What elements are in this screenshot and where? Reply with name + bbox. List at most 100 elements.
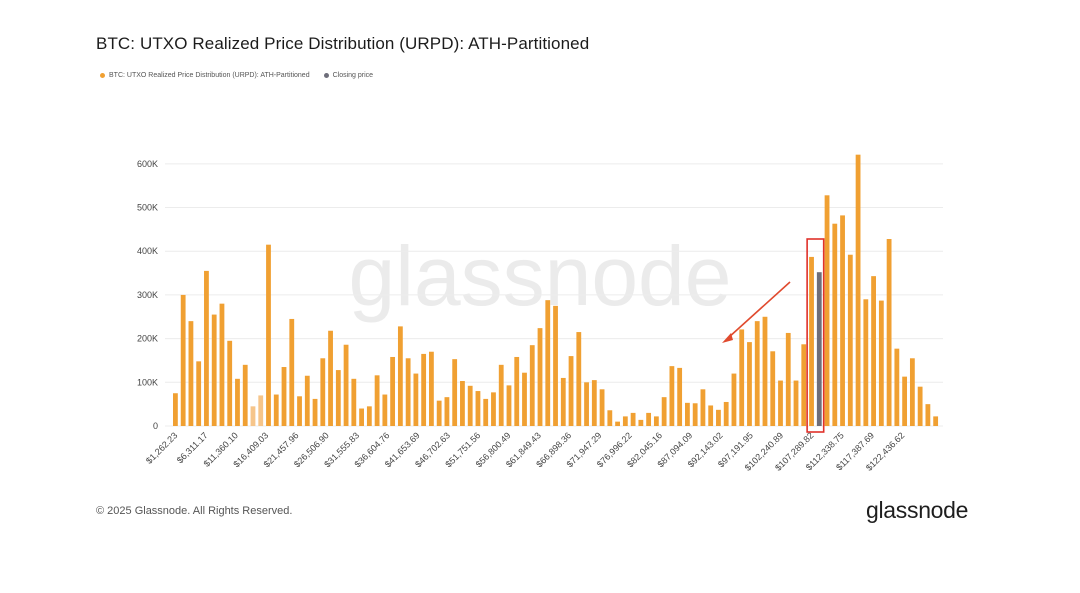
urpd-bar[interactable]: [382, 394, 388, 426]
urpd-bar[interactable]: [832, 223, 838, 426]
urpd-bar[interactable]: [545, 300, 551, 426]
urpd-bar[interactable]: [747, 342, 752, 426]
urpd-bar[interactable]: [653, 416, 659, 426]
urpd-bar[interactable]: [599, 389, 605, 426]
urpd-bar[interactable]: [902, 376, 908, 426]
urpd-bar[interactable]: [568, 356, 574, 426]
urpd-bar[interactable]: [289, 318, 295, 426]
urpd-bar[interactable]: [281, 367, 287, 426]
urpd-bar[interactable]: [840, 215, 845, 426]
urpd-bar[interactable]: [739, 329, 745, 426]
urpd-bar[interactable]: [188, 321, 194, 426]
urpd-bar[interactable]: [801, 344, 807, 426]
urpd-bar[interactable]: [506, 385, 512, 426]
urpd-bar[interactable]: [475, 391, 481, 426]
urpd-bar[interactable]: [211, 314, 217, 426]
urpd-bar[interactable]: [700, 389, 706, 426]
urpd-bar[interactable]: [436, 400, 442, 426]
urpd-bar[interactable]: [297, 396, 302, 426]
urpd-bar[interactable]: [770, 351, 776, 426]
urpd-bar[interactable]: [537, 328, 543, 426]
urpd-bar[interactable]: [204, 270, 209, 426]
urpd-bar[interactable]: [878, 300, 884, 426]
urpd-bar[interactable]: [638, 419, 644, 426]
urpd-bar[interactable]: [491, 392, 496, 426]
urpd-bar[interactable]: [917, 386, 923, 426]
legend-item-closing-price[interactable]: Closing price: [323, 72, 373, 79]
urpd-bar[interactable]: [630, 412, 636, 426]
urpd-bar[interactable]: [196, 361, 202, 426]
urpd-bar[interactable]: [731, 373, 737, 426]
urpd-bar[interactable]: [708, 405, 714, 426]
urpd-bar[interactable]: [576, 332, 582, 426]
urpd-bar[interactable]: [444, 397, 450, 426]
urpd-bar[interactable]: [909, 358, 915, 426]
urpd-bar[interactable]: [460, 381, 465, 426]
urpd-bar[interactable]: [778, 380, 783, 426]
urpd-bar[interactable]: [514, 356, 520, 426]
urpd-bar[interactable]: [273, 394, 279, 426]
urpd-bar[interactable]: [320, 358, 326, 426]
urpd-bar[interactable]: [405, 358, 411, 426]
urpd-bar[interactable]: [553, 305, 558, 426]
urpd-bar[interactable]: [366, 406, 372, 426]
urpd-bar[interactable]: [785, 332, 791, 426]
urpd-bar[interactable]: [685, 402, 690, 426]
urpd-bar[interactable]: [661, 397, 667, 426]
urpd-bar[interactable]: [560, 377, 566, 426]
urpd-bar[interactable]: [421, 353, 427, 426]
urpd-bar[interactable]: [258, 395, 264, 426]
urpd-bar[interactable]: [622, 416, 628, 426]
urpd-bar[interactable]: [894, 348, 900, 426]
urpd-bar[interactable]: [754, 321, 760, 426]
urpd-bar[interactable]: [669, 366, 675, 426]
urpd-bar[interactable]: [397, 326, 403, 426]
urpd-bar[interactable]: [242, 364, 248, 426]
urpd-bar[interactable]: [335, 370, 341, 426]
urpd-bar[interactable]: [452, 359, 458, 426]
urpd-bar[interactable]: [933, 416, 939, 426]
urpd-bar[interactable]: [374, 375, 380, 426]
urpd-bar[interactable]: [328, 330, 333, 426]
urpd-bar[interactable]: [809, 256, 814, 426]
urpd-bar[interactable]: [615, 421, 620, 426]
urpd-bar[interactable]: [343, 344, 349, 426]
urpd-bar[interactable]: [886, 239, 892, 426]
urpd-bar[interactable]: [529, 345, 535, 426]
urpd-bar[interactable]: [483, 398, 489, 426]
urpd-bar[interactable]: [824, 195, 830, 426]
urpd-bar[interactable]: [467, 385, 473, 426]
urpd-bar[interactable]: [250, 406, 256, 426]
urpd-bar[interactable]: [498, 364, 504, 426]
urpd-bar[interactable]: [219, 303, 225, 426]
urpd-bar[interactable]: [677, 367, 683, 426]
closing-price-bar[interactable]: [816, 272, 822, 426]
urpd-bar[interactable]: [235, 378, 240, 426]
urpd-bar[interactable]: [266, 244, 271, 426]
urpd-bar[interactable]: [716, 409, 721, 426]
urpd-bar[interactable]: [180, 294, 186, 426]
urpd-bar[interactable]: [584, 382, 589, 426]
urpd-bar[interactable]: [855, 154, 861, 427]
urpd-bar[interactable]: [522, 372, 527, 426]
urpd-bar[interactable]: [429, 351, 434, 426]
urpd-bar[interactable]: [390, 356, 396, 426]
legend-item-urpd[interactable]: BTC: UTXO Realized Price Distribution (U…: [100, 72, 310, 79]
urpd-bar[interactable]: [227, 340, 233, 426]
urpd-bar[interactable]: [173, 393, 178, 426]
urpd-bar[interactable]: [312, 398, 318, 426]
urpd-bar[interactable]: [351, 378, 357, 426]
urpd-bar[interactable]: [413, 373, 419, 426]
urpd-bar[interactable]: [871, 276, 876, 426]
urpd-bar[interactable]: [762, 316, 768, 426]
urpd-bar[interactable]: [646, 412, 652, 426]
urpd-bar[interactable]: [793, 380, 799, 426]
urpd-bar[interactable]: [847, 254, 853, 426]
urpd-bar[interactable]: [607, 410, 613, 426]
urpd-bar[interactable]: [925, 404, 931, 426]
urpd-bar[interactable]: [591, 380, 597, 426]
urpd-bar[interactable]: [304, 375, 310, 426]
urpd-bar[interactable]: [692, 403, 698, 426]
urpd-bar[interactable]: [863, 299, 869, 426]
urpd-bar[interactable]: [723, 401, 729, 426]
